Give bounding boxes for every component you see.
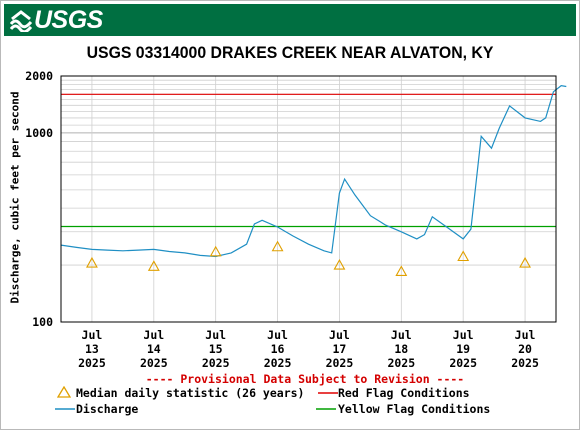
usgs-logo-text: USGS — [34, 6, 103, 34]
x-tick-label: 18 — [394, 342, 408, 356]
median-marker — [395, 265, 408, 277]
median-marker — [209, 245, 222, 257]
chart-title: USGS 03314000 DRAKES CREEK NEAR ALVATON,… — [86, 43, 494, 62]
legend-red-flag-label: Red Flag Conditions — [338, 386, 470, 400]
x-tick-label: 13 — [85, 342, 99, 356]
y-tick-label: 1000 — [25, 126, 53, 140]
plot-border — [60, 75, 557, 323]
chart-legend: ---- Provisional Data Subject to Revisio… — [0, 372, 580, 422]
chart-svg: 10010002000Jul132025Jul142025Jul152025Ju… — [25, 69, 567, 370]
provisional-notice: ---- Provisional Data Subject to Revisio… — [145, 372, 465, 386]
legend-red-line-icon — [318, 392, 338, 394]
x-tick-label: 2025 — [387, 356, 415, 370]
median-marker — [147, 260, 160, 271]
x-tick-label: 2025 — [264, 356, 292, 370]
x-tick-label: 2025 — [511, 356, 539, 370]
x-tick-label: 2025 — [78, 356, 106, 370]
usgs-banner: USGS — [4, 4, 576, 36]
x-tick-label: Jul — [143, 328, 164, 342]
x-tick-label: 2025 — [326, 356, 354, 370]
x-tick-label: Jul — [515, 328, 536, 342]
x-tick-label: Jul — [82, 328, 103, 342]
median-marker — [271, 240, 284, 252]
x-tick-label: 15 — [209, 342, 223, 356]
median-marker — [457, 250, 470, 262]
x-tick-label: Jul — [205, 328, 226, 342]
x-tick-label: Jul — [453, 328, 474, 342]
x-tick-label: 14 — [147, 342, 161, 356]
x-tick-label: 16 — [271, 342, 285, 356]
x-tick-label: 2025 — [449, 356, 477, 370]
usgs-logo-icon — [10, 10, 32, 32]
discharge-line — [60, 84, 567, 258]
y-tick-label: 100 — [32, 315, 53, 329]
x-tick-label: Jul — [267, 328, 288, 342]
x-tick-label: 20 — [518, 342, 532, 356]
legend-discharge-line-icon — [55, 408, 75, 410]
legend-discharge-label: Discharge — [76, 402, 139, 416]
x-tick-label: 2025 — [140, 356, 168, 370]
median-marker — [333, 258, 346, 270]
median-marker — [519, 256, 531, 268]
x-tick-label: 17 — [333, 342, 347, 356]
x-tick-label: 19 — [456, 342, 470, 356]
x-tick-label: 2025 — [202, 356, 230, 370]
legend-yellow-flag-label: Yellow Flag Conditions — [338, 402, 491, 416]
y-tick-label: 2000 — [25, 69, 53, 83]
legend-median-label: Median daily statistic (26 years) — [76, 386, 305, 400]
median-marker — [86, 256, 98, 268]
legend-yellow-line-icon — [316, 408, 336, 410]
plot-area — [61, 76, 556, 322]
x-tick-label: Jul — [391, 328, 412, 342]
x-tick-label: Jul — [329, 328, 350, 342]
legend-triangle-icon — [57, 386, 71, 398]
